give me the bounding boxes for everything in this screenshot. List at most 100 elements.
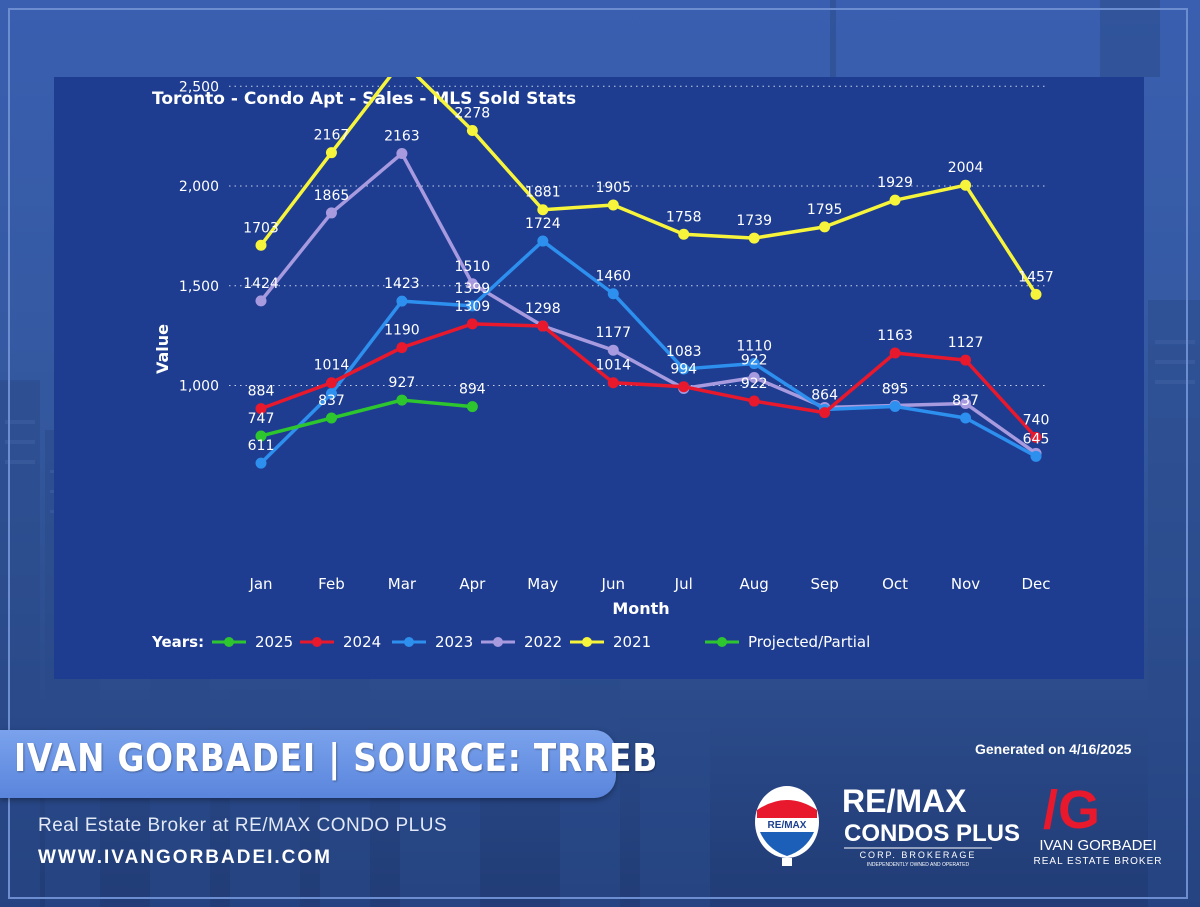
generated-date: Generated on 4/16/2025 (975, 741, 1131, 757)
remax-line2: CONDOS PLUS (844, 820, 1020, 847)
legend-swatch-dot (312, 637, 322, 647)
ivan-gorbadei-logo: /G IVAN GORBADEI REAL ESTATE BROKER (1034, 780, 1163, 867)
data-point-2024 (326, 377, 337, 388)
data-point-2023 (396, 296, 407, 307)
x-tick-label: Oct (882, 575, 908, 593)
legend-swatch-dot (717, 637, 727, 647)
data-label-2024: 884 (248, 384, 275, 400)
remax-line4: INDEPENDENTLY OWNED AND OPERATED (867, 862, 970, 868)
data-label-2022: 1865 (314, 188, 350, 204)
series-line-2023 (261, 241, 1036, 463)
chart-panel: Toronto - Condo Apt - Sales - MLS Sold S… (54, 77, 1144, 679)
data-point-2021 (678, 229, 689, 240)
data-label-2021: 1795 (807, 202, 843, 218)
x-tick-label: Aug (740, 575, 769, 593)
data-point-2022 (396, 148, 407, 159)
x-tick-label: Jul (674, 575, 693, 593)
data-point-2021 (608, 199, 619, 210)
y-tick-label: 2,500 (179, 79, 219, 95)
data-label-2023: 1724 (525, 216, 561, 232)
data-label-2024: 1190 (384, 323, 420, 339)
data-label-2024: 1163 (877, 328, 913, 344)
data-point-2021 (326, 147, 337, 158)
data-point-2023 (890, 401, 901, 412)
data-label-2023: 837 (952, 393, 979, 409)
legend-swatch-dot (224, 637, 234, 647)
data-label-2024: 1309 (455, 299, 491, 315)
legend-label-projected: Projected/Partial (748, 633, 870, 651)
data-point-2025 (467, 401, 478, 412)
data-label-2025: 927 (389, 375, 416, 391)
data-point-2021 (1031, 289, 1042, 300)
ig-mark: /G (1043, 780, 1100, 840)
data-point-2025 (396, 395, 407, 406)
data-label-2021: 1881 (525, 185, 561, 201)
remax-line1: RE/MAX (842, 783, 967, 819)
remax-balloon-logo: RE/MAX (755, 786, 819, 866)
data-label-2021: 1758 (666, 209, 702, 225)
series-line-2024 (261, 324, 1036, 438)
data-label-2023: 1399 (455, 281, 491, 297)
data-point-2023 (256, 458, 267, 469)
data-point-2024 (608, 377, 619, 388)
legend-label-2024: 2024 (343, 633, 381, 651)
data-point-2025 (326, 413, 337, 424)
legend-label-2023: 2023 (435, 633, 473, 651)
data-label-2025: 747 (248, 411, 275, 427)
data-label-2022: 922 (741, 353, 768, 369)
x-tick-label: Nov (951, 575, 980, 593)
x-tick-label: Dec (1021, 575, 1050, 593)
website-link[interactable]: WWW.IVANGORBADEI.COM (38, 847, 332, 869)
series-line-2022 (261, 153, 1036, 453)
legend-swatch-dot (404, 637, 414, 647)
data-point-2023 (608, 288, 619, 299)
broker-subtitle: Real Estate Broker at RE/MAX CONDO PLUS (38, 815, 447, 837)
data-point-2021 (960, 180, 971, 191)
data-label-2024: 740 (1023, 412, 1050, 428)
data-point-2021 (467, 125, 478, 136)
data-label-2022: 1510 (455, 259, 491, 275)
data-point-2023 (1031, 451, 1042, 462)
legend-label-2022: 2022 (524, 633, 562, 651)
x-tick-label: Sep (810, 575, 838, 593)
x-axis-title: Month (612, 599, 669, 618)
remax-condos-plus-logo: RE/MAX CONDOS PLUS CORP. BROKERAGE INDEP… (842, 783, 1020, 868)
data-point-2023 (960, 413, 971, 424)
data-point-2022 (608, 345, 619, 356)
data-label-2024: 994 (670, 362, 697, 378)
legend-swatch-dot (493, 637, 503, 647)
data-point-2024 (467, 318, 478, 329)
x-tick-label: Mar (388, 575, 417, 593)
remax-line3: CORP. BROKERAGE (860, 850, 977, 860)
ig-name: IVAN GORBADEI (1039, 837, 1156, 854)
balloon-text: RE/MAX (768, 820, 807, 831)
y-axis-title: Value (153, 324, 172, 374)
data-point-2021 (256, 240, 267, 251)
data-label-2023: 1460 (595, 269, 631, 285)
data-point-2023 (537, 236, 548, 247)
data-label-2022: 1177 (595, 325, 631, 341)
data-label-2021: 1905 (595, 180, 631, 196)
data-label-2022: 2163 (384, 128, 420, 144)
data-label-2025: 837 (318, 393, 345, 409)
data-label-2022: 1424 (243, 276, 279, 292)
data-label-2024: 1014 (314, 358, 350, 374)
data-label-2021: 2278 (455, 106, 491, 122)
data-point-2024 (678, 381, 689, 392)
x-tick-label: May (527, 575, 558, 593)
data-label-2024: 1298 (525, 301, 561, 317)
data-point-2024 (960, 355, 971, 366)
legend-label-2025: 2025 (255, 633, 293, 651)
data-label-2021: 1703 (243, 220, 279, 236)
legend-title: Years: (151, 633, 204, 651)
data-point-2021 (537, 204, 548, 215)
brand-title: IVAN GORBADEI | SOURCE: TRREB (14, 736, 658, 780)
data-point-2024 (396, 342, 407, 353)
data-label-2025: 894 (459, 382, 486, 398)
ig-role: REAL ESTATE BROKER (1034, 856, 1163, 867)
logos: RE/MAX RE/MAX CONDOS PLUS CORP. BROKERAG… (740, 770, 1180, 890)
data-label-2023: 611 (248, 438, 275, 454)
x-tick-label: Jun (601, 575, 625, 593)
data-label-2024: 864 (811, 388, 838, 404)
data-label-2023: 1083 (666, 344, 702, 360)
